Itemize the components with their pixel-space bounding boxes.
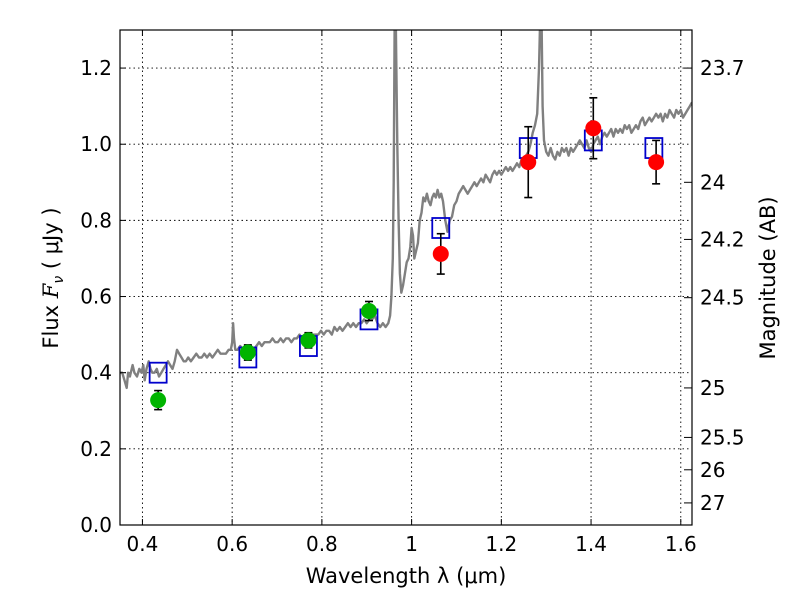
y2-tick-label: 27 <box>700 491 725 515</box>
y2-tick-label: 24 <box>700 170 725 194</box>
y2-axis-label: Magnitude (AB) <box>756 196 780 359</box>
x-tick-label: 0.8 <box>306 532 338 556</box>
plot-series <box>120 30 692 411</box>
y2-tick-label: 25.5 <box>700 425 745 449</box>
y2-tick-label: 24.5 <box>700 286 745 310</box>
spectrum-line <box>120 30 692 390</box>
y-tick-label: 0.8 <box>80 208 112 232</box>
model-square-marker <box>148 361 168 384</box>
x-tick-label: 1.6 <box>665 532 697 556</box>
y2-tick-label: 23.7 <box>700 56 745 80</box>
y2-tick-label: 25 <box>700 376 725 400</box>
grid-lines <box>120 30 692 526</box>
data-point <box>585 120 602 137</box>
x-tick-label: 0.6 <box>216 532 248 556</box>
y-tick-label: 0.6 <box>80 285 112 309</box>
data-point <box>360 303 377 320</box>
plot-frame <box>119 29 693 526</box>
y-tick-label: 1.2 <box>80 56 112 80</box>
y-axis-label-subscript: ν <box>51 276 67 284</box>
axis-ticks: 0.4 0.6 0.8 1 1.2 1.4 1.6 0.0 0.2 0.4 0.6 0.8 1.0 1.2… <box>80 30 745 556</box>
data-point <box>150 392 167 409</box>
x-tick-label: 0.4 <box>127 532 159 556</box>
y-tick-label: 1.0 <box>80 132 112 156</box>
y2-tick-label: 24.2 <box>700 227 745 251</box>
y-axis-label-suffix: ( μJy ) <box>39 207 63 275</box>
x-tick-label: 1.4 <box>575 532 607 556</box>
y-tick-label: 0.4 <box>80 361 112 385</box>
data-point <box>520 154 537 171</box>
y-axis-label: Flux Fν ( μJy ) <box>39 207 67 348</box>
data-point <box>239 344 256 361</box>
y-tick-label: 0.2 <box>80 437 112 461</box>
y2-tick-label: 26 <box>700 458 725 482</box>
y-axis-label-prefix: Flux <box>39 298 63 348</box>
y-tick-label: 0.0 <box>80 513 112 537</box>
data-point <box>648 154 665 171</box>
x-tick-label: 1.2 <box>485 532 517 556</box>
data-point <box>432 245 449 262</box>
y-axis-label-symbol: F <box>39 282 63 299</box>
data-point <box>300 332 317 349</box>
x-axis-label: Wavelength λ (μm) <box>306 564 507 588</box>
x-tick-label: 1 <box>405 532 418 556</box>
